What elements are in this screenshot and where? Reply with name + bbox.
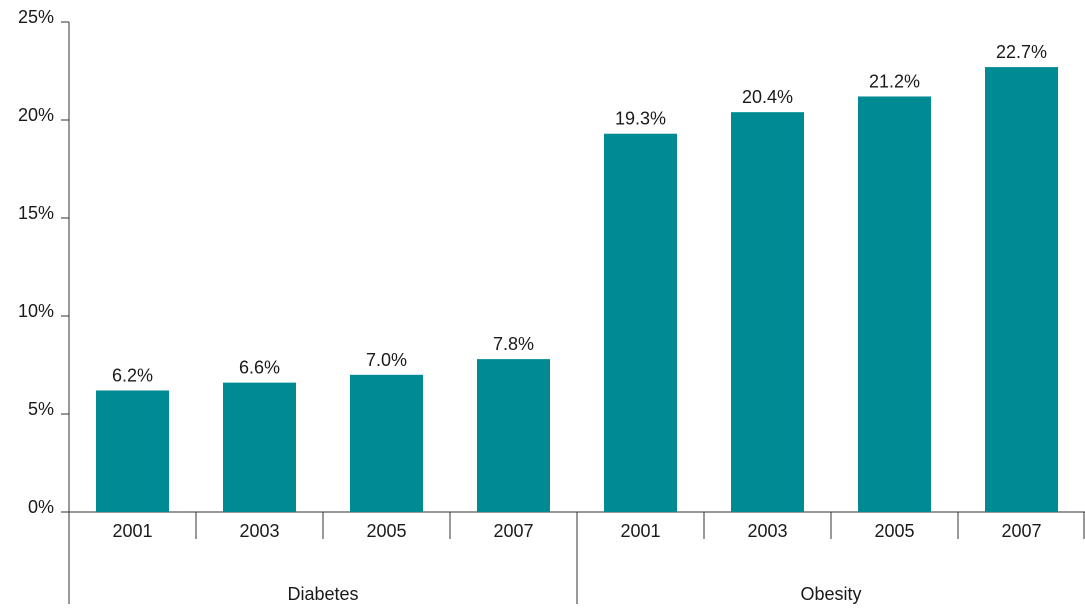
data-label: 7.0% — [366, 350, 407, 370]
y-tick-label: 10% — [18, 301, 54, 321]
bar — [985, 67, 1058, 512]
x-category-label: 2007 — [493, 521, 533, 541]
x-category-label: 2003 — [747, 521, 787, 541]
x-category-label: 2001 — [112, 521, 152, 541]
y-tick-label: 25% — [18, 7, 54, 27]
y-tick-label: 0% — [28, 497, 54, 517]
data-label: 6.2% — [112, 365, 153, 385]
bar — [223, 382, 296, 512]
x-category-label: 2003 — [239, 521, 279, 541]
bar — [350, 374, 423, 512]
data-label: 7.8% — [493, 334, 534, 354]
bar — [96, 390, 169, 512]
data-label: 20.4% — [742, 87, 793, 107]
group-label: Diabetes — [287, 584, 358, 604]
x-category-label: 2001 — [620, 521, 660, 541]
y-tick-label: 15% — [18, 203, 54, 223]
data-label: 21.2% — [869, 71, 920, 91]
x-category-label: 2005 — [874, 521, 914, 541]
x-category-label: 2007 — [1001, 521, 1041, 541]
bar — [604, 133, 677, 512]
y-tick-label: 20% — [18, 105, 54, 125]
data-label: 22.7% — [996, 42, 1047, 62]
x-category-label: 2005 — [366, 521, 406, 541]
y-tick-label: 5% — [28, 399, 54, 419]
data-label: 6.6% — [239, 358, 280, 378]
data-label: 19.3% — [615, 109, 666, 129]
group-label: Obesity — [800, 584, 861, 604]
bar — [858, 96, 931, 512]
bar — [731, 112, 804, 512]
bar — [477, 359, 550, 512]
